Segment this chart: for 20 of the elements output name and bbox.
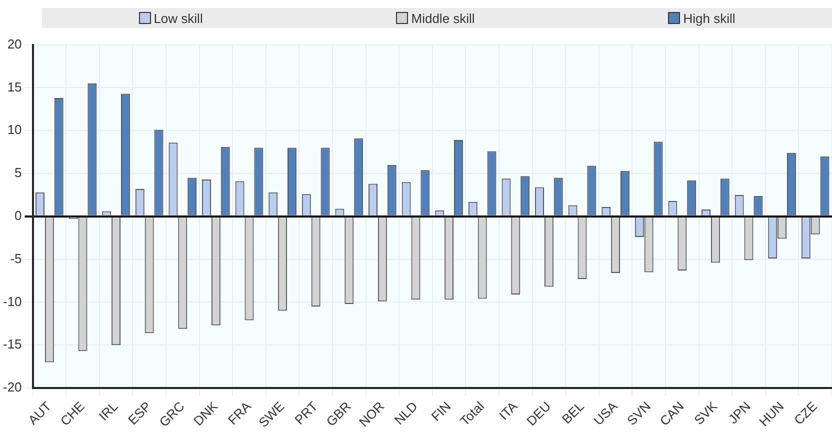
x-tick-label: CZE <box>791 398 820 428</box>
y-tick-label: -10 <box>2 294 22 309</box>
x-tick-label: ITA <box>496 398 521 423</box>
y-tick-label: 10 <box>7 122 22 138</box>
y-tick-label: -15 <box>2 336 22 352</box>
y-tick-label: 15 <box>7 79 22 94</box>
y-tick-label: -20 <box>2 380 22 395</box>
y-tick-label: 5 <box>14 165 22 180</box>
x-tick-label: BEL <box>558 398 587 427</box>
x-tick-label: USA <box>590 398 620 428</box>
y-tick-label: 0 <box>14 208 22 223</box>
x-tick-label: JPN <box>725 398 754 427</box>
x-tick-label: FIN <box>428 398 454 424</box>
legend-label: Low skill <box>154 10 203 26</box>
legend-label: High skill <box>683 10 736 26</box>
y-tick-label: -5 <box>10 250 22 266</box>
x-tick-label: IRL <box>96 398 121 424</box>
legend-label: Middle skill <box>411 10 475 26</box>
y-tick-label: 20 <box>7 36 22 52</box>
x-tick-label: FRA <box>224 398 254 428</box>
